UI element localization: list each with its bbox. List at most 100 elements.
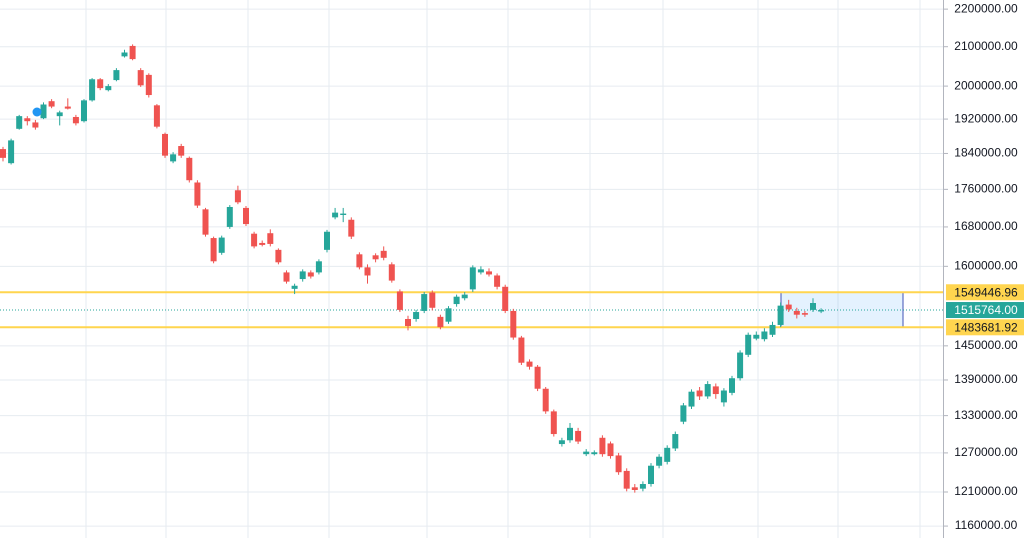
y-tick-label: 1600000.00 <box>954 259 1018 273</box>
candle-body <box>380 250 387 258</box>
candle-body <box>477 269 484 273</box>
candle-body <box>558 440 565 445</box>
candle-body <box>664 447 671 462</box>
candle-body <box>396 291 403 310</box>
candle-body <box>729 378 735 393</box>
candle-body <box>575 430 582 442</box>
candle-body <box>639 484 646 489</box>
candle-body <box>348 219 355 237</box>
candle-body <box>810 302 816 310</box>
level-label-box <box>946 284 1024 301</box>
y-tick-label: 2000000.00 <box>954 78 1018 92</box>
candle-body <box>453 296 460 305</box>
annotation-marker <box>32 107 42 117</box>
candle-body <box>785 304 792 310</box>
candle-body <box>623 470 630 489</box>
candle-body <box>648 465 654 485</box>
y-tick-label: 1840000.00 <box>954 146 1018 160</box>
candle-body <box>24 118 31 122</box>
candle-body <box>753 334 760 339</box>
candle-body <box>129 45 136 60</box>
candle-body <box>461 294 468 299</box>
candle-body <box>680 405 687 422</box>
candle-body <box>202 209 209 235</box>
candle-body <box>113 70 120 81</box>
candle-body <box>704 384 711 397</box>
candle-body <box>324 231 330 250</box>
candle-body <box>299 271 306 280</box>
candle-body <box>121 52 128 57</box>
candle-body <box>16 116 23 129</box>
candle-body <box>340 213 347 215</box>
y-tick-label: 1330000.00 <box>954 408 1018 422</box>
candle-body <box>226 206 233 227</box>
candle-body <box>178 146 185 156</box>
candle-body <box>234 190 241 203</box>
candle-body <box>162 133 168 156</box>
candle-body <box>194 182 201 206</box>
candle-body <box>32 122 39 128</box>
candle-body <box>567 427 573 441</box>
current-price-label: 1515764.00 <box>954 303 1018 317</box>
candle-body <box>275 249 282 263</box>
candle-body <box>210 238 217 262</box>
candle-body <box>105 86 112 91</box>
candle-body <box>688 391 695 407</box>
candle-body <box>526 361 533 367</box>
current-price-label-box <box>946 302 1024 319</box>
candle-body <box>421 294 428 311</box>
candle-body <box>89 79 96 101</box>
y-tick-label: 1270000.00 <box>954 445 1018 459</box>
candle-body <box>429 292 436 308</box>
y-tick-label: 1210000.00 <box>954 484 1018 498</box>
candle-body <box>445 308 452 322</box>
y-tick-label: 1920000.00 <box>954 111 1018 125</box>
y-tick-label: 2100000.00 <box>954 39 1018 53</box>
candle-body <box>48 101 55 107</box>
candle-body <box>656 456 663 466</box>
candle-body <box>801 313 808 315</box>
candle-body <box>243 207 249 225</box>
y-tick-label: 1450000.00 <box>954 338 1018 352</box>
candle-body <box>720 390 727 403</box>
candle-body <box>494 275 501 287</box>
y-tick-label: 1390000.00 <box>954 372 1018 386</box>
level-label: 1483681.92 <box>954 320 1018 334</box>
candle-body <box>737 352 744 379</box>
candle-body <box>769 324 776 335</box>
candle-body <box>510 310 517 338</box>
candle-body <box>72 116 79 124</box>
y-tick-label: 1760000.00 <box>954 182 1018 196</box>
candle-body <box>413 312 420 320</box>
candle-body <box>469 267 476 290</box>
candle-body <box>170 154 177 162</box>
candle-body <box>696 390 703 397</box>
candle-body <box>137 70 144 86</box>
candle-body <box>542 388 549 412</box>
candle-body <box>818 310 825 312</box>
candle-body <box>607 443 614 457</box>
candle-body <box>437 316 444 328</box>
candle-body <box>745 334 752 355</box>
candle-body <box>672 434 679 449</box>
candle-body <box>56 112 63 117</box>
candle-body <box>356 254 363 268</box>
candle-body <box>283 272 290 282</box>
candle-body <box>550 411 557 435</box>
candle-body <box>615 455 622 473</box>
candle-body <box>145 74 152 96</box>
candle-body <box>259 242 266 245</box>
candle-body <box>518 337 525 363</box>
time-grid <box>85 0 921 538</box>
candle-body <box>218 237 225 253</box>
y-tick-label: 1680000.00 <box>954 219 1018 233</box>
candle-body <box>793 310 800 315</box>
range-box <box>780 291 904 328</box>
candle-body <box>307 272 314 277</box>
candle-body <box>153 105 160 127</box>
candle-body <box>777 305 784 325</box>
candle-body <box>364 267 371 276</box>
candle-body <box>388 264 395 281</box>
candle-body <box>64 106 71 109</box>
